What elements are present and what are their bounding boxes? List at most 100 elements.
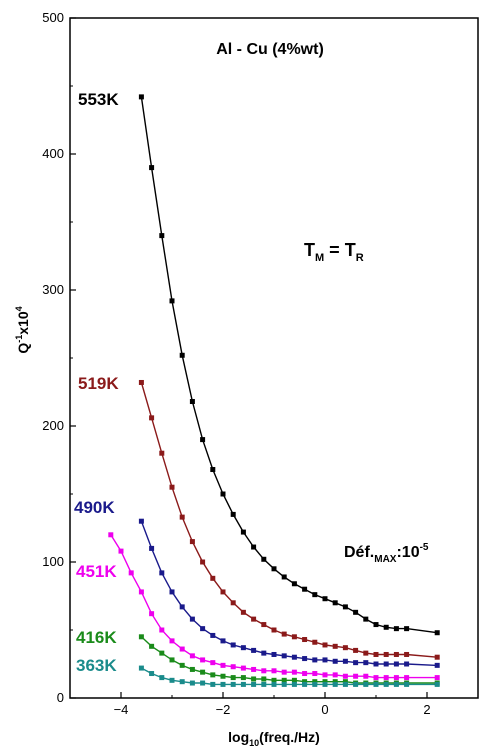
data-point-451k <box>342 673 348 679</box>
y-tick-label: 500 <box>42 10 64 25</box>
data-point-363k <box>373 681 379 687</box>
data-point-519k <box>189 539 195 545</box>
data-point-490k <box>322 657 328 663</box>
data-point-451k <box>118 548 124 554</box>
data-point-490k <box>281 653 287 659</box>
data-point-519k <box>404 651 410 657</box>
data-point-519k <box>312 639 318 645</box>
data-point-451k <box>108 532 114 538</box>
data-point-416k <box>312 679 318 685</box>
data-point-451k <box>312 671 318 677</box>
data-point-451k <box>261 668 267 674</box>
data-point-363k <box>404 681 410 687</box>
data-point-416k <box>138 634 144 640</box>
data-point-553k <box>291 581 297 587</box>
data-point-553k <box>230 511 236 517</box>
data-point-416k <box>322 679 328 685</box>
data-point-363k <box>200 680 206 686</box>
data-point-519k <box>434 654 440 660</box>
data-point-451k <box>169 638 175 644</box>
def-main: Déf. <box>344 544 374 561</box>
series-label-553k: 553K <box>78 90 119 109</box>
data-point-519k <box>383 651 389 657</box>
data-point-490k <box>434 662 440 668</box>
data-point-363k <box>302 681 308 687</box>
data-point-416k <box>179 662 185 668</box>
data-point-451k <box>200 657 206 663</box>
data-point-416k <box>210 672 216 678</box>
data-point-490k <box>240 645 246 651</box>
data-point-416k <box>200 669 206 675</box>
data-point-451k <box>383 675 389 681</box>
data-point-519k <box>210 575 216 581</box>
data-point-451k <box>332 672 338 678</box>
y-axis-title-sup2: 4 <box>14 306 24 311</box>
data-point-519k <box>363 650 369 656</box>
series-label-519k: 519K <box>78 374 119 393</box>
data-point-519k <box>169 484 175 490</box>
plot-frame <box>69 17 479 699</box>
def-max-annotation: Déf.MAX:10-5 <box>344 542 429 565</box>
y-axis-title-main: Q <box>15 343 31 354</box>
data-point-553k <box>404 626 410 632</box>
data-point-519k <box>332 643 338 649</box>
data-point-553k <box>179 352 185 358</box>
data-point-553k <box>363 616 369 622</box>
data-point-519k <box>200 559 206 565</box>
data-point-363k <box>159 675 165 681</box>
data-point-451k <box>393 675 399 681</box>
y-tick-label: 400 <box>42 146 64 161</box>
data-point-451k <box>230 664 236 670</box>
data-point-416k <box>189 666 195 672</box>
series-line-416k <box>140 636 438 684</box>
data-point-490k <box>149 545 155 551</box>
data-point-363k <box>271 681 277 687</box>
data-point-451k <box>138 589 144 595</box>
data-point-490k <box>393 661 399 667</box>
data-point-363k <box>261 681 267 687</box>
data-point-519k <box>220 589 226 595</box>
data-point-553k <box>271 566 277 572</box>
data-point-553k <box>434 630 440 636</box>
data-point-519k <box>179 514 185 520</box>
data-point-363k <box>138 665 144 671</box>
series-label-416k: 416K <box>76 628 117 647</box>
data-point-553k <box>302 586 308 592</box>
data-point-553k <box>342 604 348 610</box>
data-point-490k <box>251 647 257 653</box>
data-point-416k <box>240 675 246 681</box>
tm-equals-tr-annotation: TM = TR <box>304 240 364 264</box>
data-point-490k <box>169 589 175 595</box>
data-point-519k <box>302 637 308 643</box>
series-line-553k <box>140 96 438 634</box>
data-point-490k <box>179 604 185 610</box>
data-point-553k <box>393 626 399 632</box>
tr-main: T <box>345 240 356 260</box>
data-point-519k <box>149 415 155 421</box>
tm-main: T <box>304 240 315 260</box>
data-point-363k <box>149 671 155 677</box>
y-axis-title-mid: x10 <box>15 311 31 335</box>
data-point-363k <box>312 681 318 687</box>
data-point-519k <box>373 651 379 657</box>
data-point-416k <box>332 679 338 685</box>
data-point-416k <box>281 677 287 683</box>
data-point-416k <box>251 676 257 682</box>
data-point-553k <box>353 609 359 615</box>
data-point-490k <box>230 642 236 648</box>
data-point-363k <box>251 681 257 687</box>
data-point-451k <box>251 666 257 672</box>
data-point-519k <box>291 634 297 640</box>
data-point-553k <box>220 491 226 497</box>
data-point-416k <box>220 673 226 679</box>
data-point-490k <box>189 616 195 622</box>
data-point-363k <box>393 681 399 687</box>
data-point-519k <box>342 645 348 651</box>
data-point-363k <box>281 681 287 687</box>
data-point-363k <box>169 677 175 683</box>
data-point-363k <box>363 681 369 687</box>
data-point-416k <box>169 657 175 663</box>
data-point-490k <box>383 661 389 667</box>
data-point-363k <box>322 681 328 687</box>
data-point-451k <box>189 653 195 659</box>
